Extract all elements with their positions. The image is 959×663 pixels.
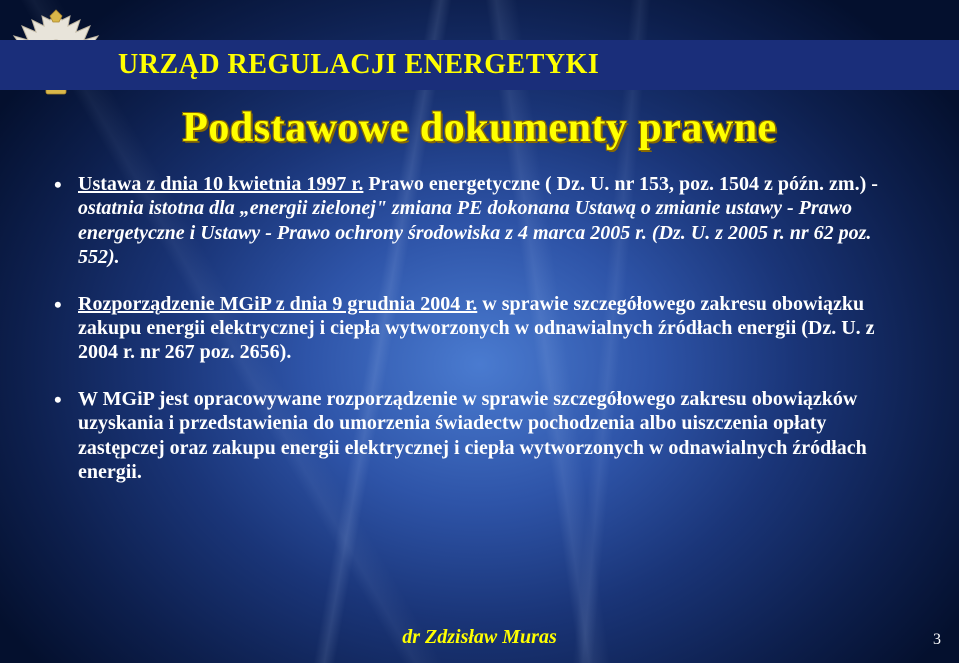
page-number: 3: [933, 631, 941, 649]
bullet-item: Rozporządzenie MGiP z dnia 9 grudnia 200…: [54, 292, 905, 365]
slide-title: Podstawowe dokumenty prawne: [0, 104, 959, 152]
bullet-item: Ustawa z dnia 10 kwietnia 1997 r. Prawo …: [54, 172, 905, 270]
bullet-text: Prawo energetyczne ( Dz. U. nr 153, poz.…: [363, 173, 878, 195]
slide-content: Ustawa z dnia 10 kwietnia 1997 r. Prawo …: [54, 172, 905, 506]
bullet-item: W MGiP jest opracowywane rozporządzenie …: [54, 387, 905, 485]
bullet-lead: Ustawa z dnia 10 kwietnia 1997 r.: [78, 173, 363, 195]
bullet-text: W MGiP jest opracowywane rozporządzenie …: [78, 388, 867, 483]
bullet-lead: Rozporządzenie MGiP z dnia 9 grudnia 200…: [78, 293, 477, 315]
org-title: URZĄD REGULACJI ENERGETYKI: [118, 49, 599, 81]
footer-author: dr Zdzisław Muras: [0, 626, 959, 649]
header-band: URZĄD REGULACJI ENERGETYKI: [0, 40, 959, 90]
bullet-text-italic: ostatnia istotna dla „energii zielonej" …: [78, 197, 871, 268]
